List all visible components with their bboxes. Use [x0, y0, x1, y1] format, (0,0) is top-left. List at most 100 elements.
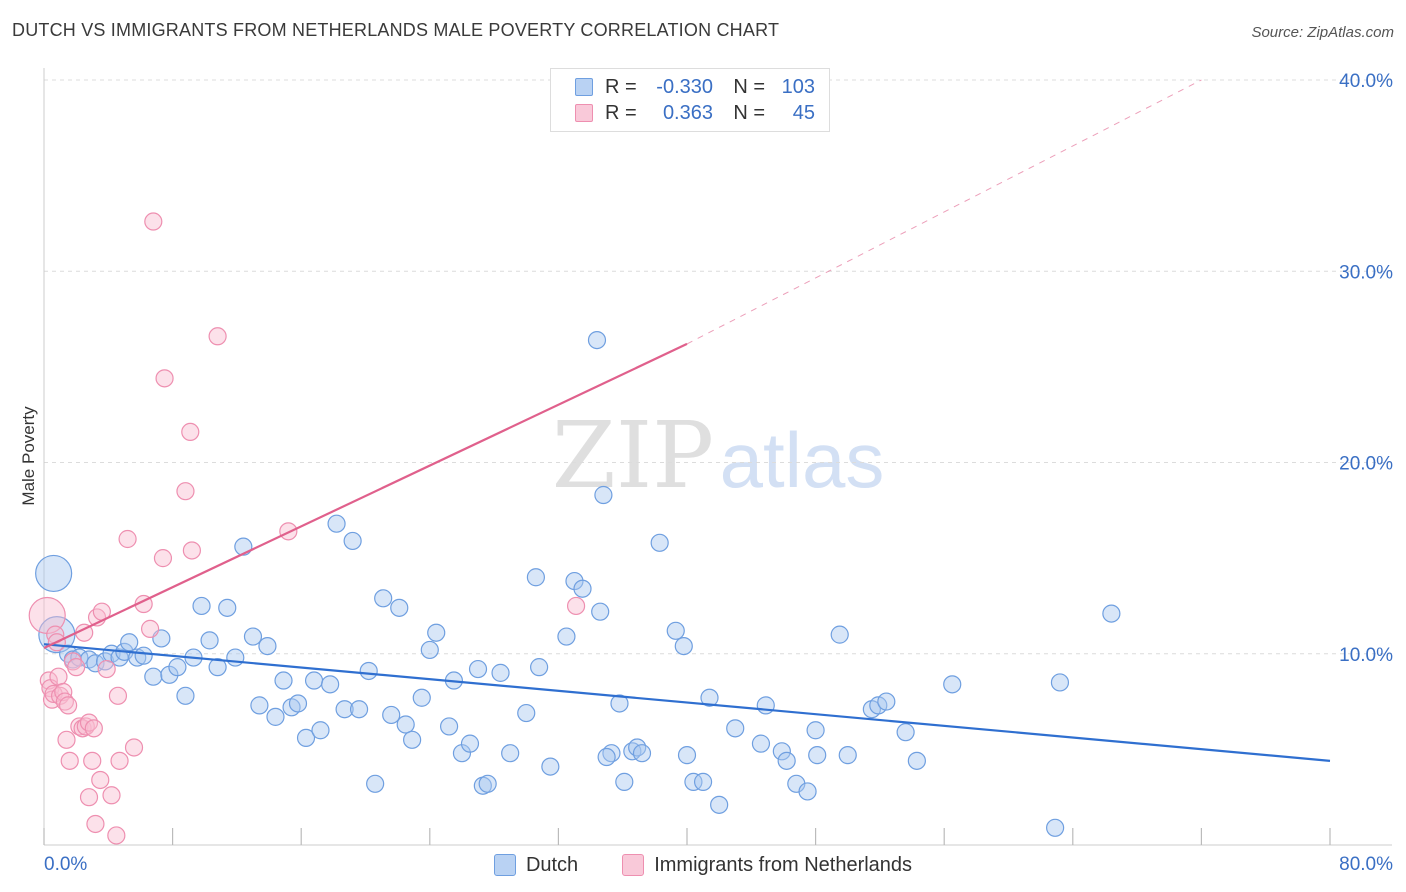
- legend-swatch-immigrants: [622, 854, 645, 876]
- data-point-dutch: [610, 694, 629, 713]
- data-point-immigrants: [97, 659, 116, 679]
- data-point-immigrants: [107, 826, 126, 845]
- data-point-dutch: [777, 751, 796, 770]
- data-point-dutch: [501, 744, 520, 763]
- data-point-immigrants: [49, 667, 68, 686]
- data-point-dutch: [208, 658, 227, 677]
- data-point-dutch: [200, 631, 219, 650]
- data-point-dutch: [412, 688, 431, 707]
- data-point-dutch: [359, 661, 378, 681]
- data-point-dutch: [168, 658, 187, 677]
- data-point-dutch: [526, 568, 545, 587]
- y-tick-label: 40.0%: [1339, 71, 1393, 92]
- legend-item-immigrants: Immigrants from Netherlands: [622, 854, 912, 877]
- legend-n-label: N =: [733, 101, 765, 124]
- data-point-dutch: [751, 734, 771, 753]
- data-point-dutch: [243, 627, 263, 646]
- data-point-dutch: [557, 627, 576, 646]
- trend-line-immigrants-extension: [686, 79, 1202, 345]
- data-point-immigrants: [91, 770, 110, 790]
- data-point-dutch: [296, 728, 316, 748]
- data-point-dutch: [258, 636, 277, 656]
- legend-row-dutch: R = -0.330 N = 103: [575, 75, 815, 99]
- data-point-dutch: [311, 721, 330, 740]
- data-point-immigrants: [566, 596, 586, 616]
- legend-n-label: N =: [733, 75, 765, 98]
- data-point-immigrants: [59, 696, 78, 715]
- data-point-dutch: [693, 772, 713, 791]
- data-point-immigrants: [84, 719, 103, 738]
- chart-title: DUTCH VS IMMIGRANTS FROM NETHERLANDS MAL…: [12, 20, 780, 40]
- data-point-immigrants: [144, 212, 163, 231]
- data-point-immigrants: [70, 717, 89, 736]
- data-point-dutch: [517, 703, 536, 723]
- data-point-dutch: [594, 485, 613, 505]
- data-point-dutch: [710, 795, 729, 814]
- data-point-dutch: [896, 723, 915, 742]
- y-axis-label: Male Poverty: [19, 406, 38, 506]
- data-point-dutch: [491, 663, 510, 682]
- watermark-atlas: atlas: [720, 416, 885, 504]
- data-point-dutch: [176, 686, 195, 705]
- legend-swatch-immigrants: [575, 104, 593, 122]
- data-point-immigrants: [63, 652, 83, 671]
- data-point-dutch: [110, 648, 129, 667]
- data-point-dutch: [226, 648, 245, 667]
- legend-label-dutch: Dutch: [525, 853, 579, 876]
- legend-label-immigrants: Immigrants from Netherlands: [654, 853, 913, 876]
- data-point-dutch: [573, 579, 592, 598]
- data-point-dutch: [700, 688, 719, 707]
- data-point-dutch: [677, 746, 697, 765]
- trend-line-dutch: [43, 643, 1331, 762]
- y-tick-label: 10.0%: [1339, 645, 1393, 666]
- y-tick-label: 20.0%: [1339, 454, 1393, 475]
- data-point-immigrants: [140, 619, 160, 638]
- data-point-immigrants: [181, 422, 200, 441]
- data-point-dutch: [335, 700, 354, 719]
- trend-lines: [43, 79, 1331, 762]
- grid: [44, 79, 1392, 655]
- data-point-immigrants: [108, 686, 128, 705]
- data-point-immigrants: [57, 730, 76, 749]
- data-point-dutch: [632, 744, 652, 763]
- legend-row-immigrants: R = 0.363 N = 45: [575, 101, 815, 125]
- legend-r-value: 0.363: [662, 101, 713, 124]
- data-point-immigrants: [79, 788, 99, 807]
- legend-item-dutch: Dutch: [493, 853, 579, 877]
- data-point-dutch: [907, 751, 926, 770]
- data-point-dutch: [772, 742, 791, 761]
- data-point-dutch: [597, 747, 616, 767]
- data-point-dutch: [838, 746, 857, 765]
- legend-n-value: 45: [792, 101, 815, 124]
- data-point-dutch: [396, 715, 415, 734]
- data-point-dutch: [798, 782, 817, 801]
- data-point-dutch: [1050, 673, 1070, 692]
- data-point-dutch: [726, 719, 745, 738]
- data-point-immigrants: [153, 549, 173, 568]
- data-point-dutch: [266, 707, 285, 726]
- data-point-immigrants: [79, 713, 99, 732]
- data-point-dutch: [274, 671, 293, 690]
- data-point-immigrants: [86, 814, 105, 834]
- data-point-dutch: [1102, 604, 1121, 623]
- data-point-immigrants: [208, 327, 227, 346]
- data-point-dutch: [478, 774, 497, 793]
- data-point-dutch: [343, 531, 362, 551]
- data-point-dutch: [439, 717, 459, 736]
- data-point-dutch: [327, 514, 346, 533]
- data-point-immigrants: [155, 369, 174, 388]
- data-point-dutch: [192, 596, 211, 616]
- data-point-dutch: [403, 730, 422, 749]
- data-point-dutch: [120, 633, 139, 652]
- data-point-dutch: [615, 772, 634, 791]
- data-point-dutch: [366, 774, 385, 793]
- legend-n-value: 103: [781, 75, 815, 98]
- data-point-dutch: [134, 646, 153, 665]
- data-point-immigrants: [83, 751, 102, 770]
- data-point-immigrants: [182, 541, 201, 560]
- data-point-dutch: [684, 772, 703, 791]
- data-point-dutch: [806, 721, 825, 740]
- legend-swatch-dutch: [493, 854, 516, 876]
- data-point-dutch: [877, 692, 896, 711]
- data-point-dutch: [756, 696, 775, 715]
